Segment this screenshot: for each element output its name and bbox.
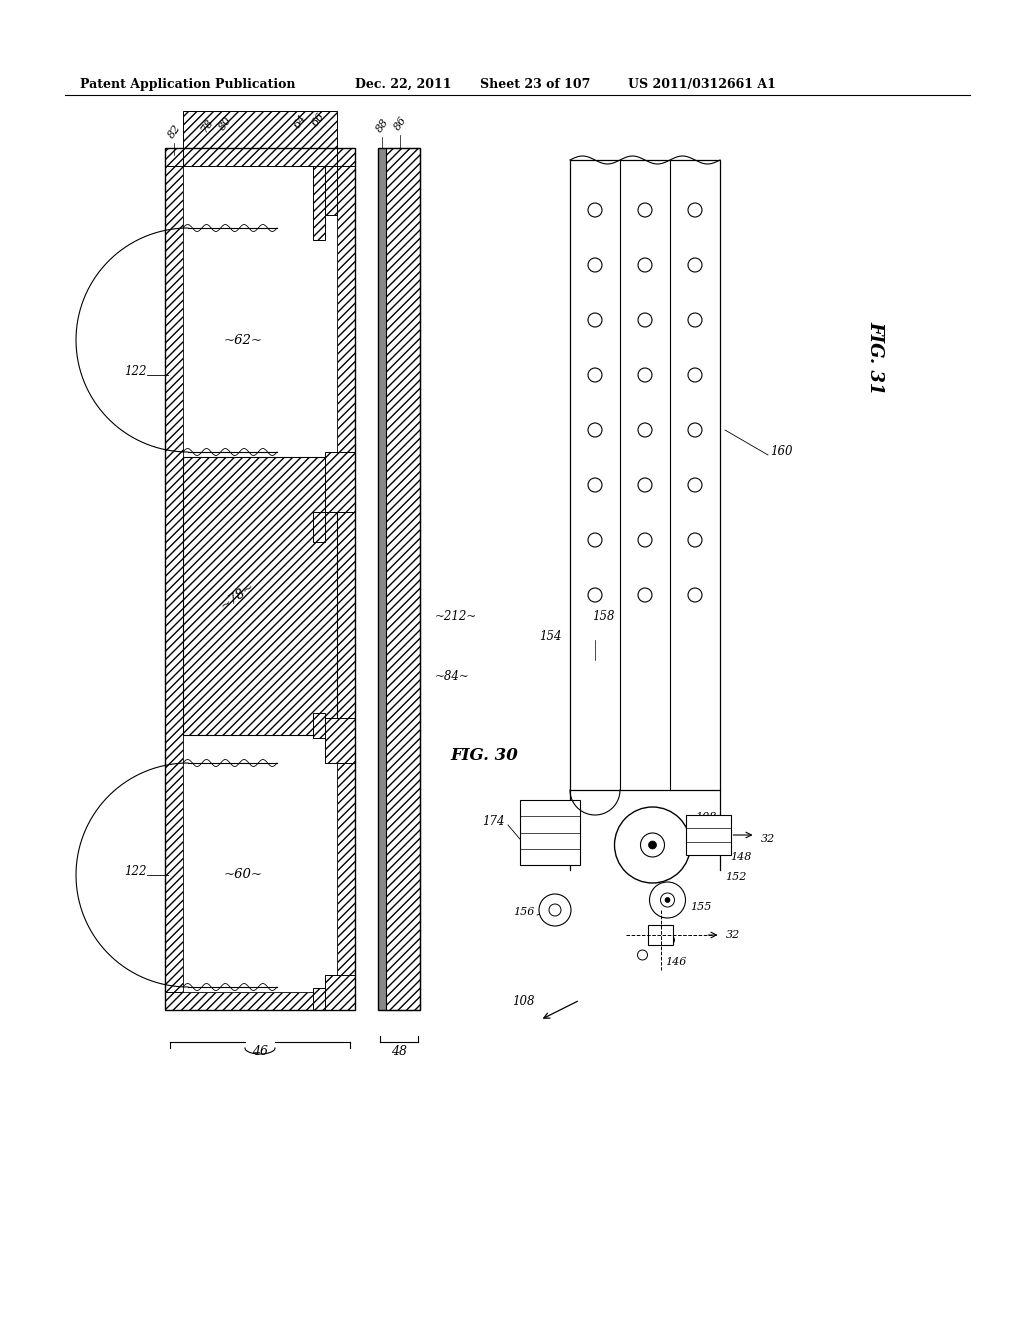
Text: 66: 66 <box>310 111 327 128</box>
Text: 158: 158 <box>593 610 615 623</box>
Text: 108: 108 <box>695 812 717 822</box>
Circle shape <box>640 833 665 857</box>
Text: 148: 148 <box>730 851 752 862</box>
Circle shape <box>660 894 675 907</box>
Bar <box>685 814 730 855</box>
Text: 155: 155 <box>690 902 712 912</box>
Circle shape <box>648 841 656 849</box>
Bar <box>378 148 386 1010</box>
Text: 156: 156 <box>514 907 535 917</box>
Bar <box>165 148 355 1010</box>
Circle shape <box>638 950 647 960</box>
Text: 46: 46 <box>252 1045 268 1059</box>
Circle shape <box>665 898 670 903</box>
Text: 160: 160 <box>770 445 793 458</box>
Text: Dec. 22, 2011: Dec. 22, 2011 <box>355 78 452 91</box>
Text: 48: 48 <box>391 1045 407 1059</box>
Text: 86: 86 <box>392 115 409 132</box>
Bar <box>165 148 183 1010</box>
Text: 146: 146 <box>666 957 687 968</box>
Text: FIG. 30: FIG. 30 <box>450 747 518 764</box>
Text: Sheet 23 of 107: Sheet 23 of 107 <box>480 78 591 91</box>
Text: US 2011/0312661 A1: US 2011/0312661 A1 <box>628 78 776 91</box>
Bar <box>183 457 337 735</box>
Text: 32: 32 <box>725 931 739 940</box>
Circle shape <box>649 882 685 917</box>
Text: FIG. 31: FIG. 31 <box>866 321 884 393</box>
Bar <box>378 148 420 1010</box>
Bar <box>165 993 355 1010</box>
Bar <box>325 718 355 763</box>
Circle shape <box>549 904 561 916</box>
Bar <box>570 160 720 789</box>
Text: 108: 108 <box>512 995 535 1008</box>
Text: 174: 174 <box>482 814 505 828</box>
Bar <box>325 975 355 1010</box>
Bar <box>647 925 673 945</box>
Bar <box>183 166 337 993</box>
Bar <box>183 111 337 166</box>
Bar <box>520 800 580 865</box>
Circle shape <box>614 807 690 883</box>
Bar <box>325 451 355 512</box>
Bar <box>313 987 325 1010</box>
Bar <box>165 148 355 166</box>
Bar <box>386 148 420 1010</box>
Text: Patent Application Publication: Patent Application Publication <box>80 78 296 91</box>
Bar <box>313 148 325 240</box>
Bar <box>313 512 325 543</box>
Text: 32: 32 <box>761 834 775 843</box>
Text: 80: 80 <box>217 115 233 132</box>
Text: ~60~: ~60~ <box>223 869 262 882</box>
Text: 64: 64 <box>292 112 308 129</box>
Circle shape <box>539 894 571 927</box>
Bar <box>325 148 337 215</box>
Text: ~62~: ~62~ <box>223 334 262 346</box>
Text: 122: 122 <box>125 865 147 878</box>
Text: ~212~: ~212~ <box>435 610 477 623</box>
Text: 88: 88 <box>374 116 390 135</box>
Bar <box>337 148 355 1010</box>
Text: 154: 154 <box>540 630 562 643</box>
Text: 78: 78 <box>199 116 215 135</box>
Bar <box>313 713 325 738</box>
Text: 82: 82 <box>166 123 182 140</box>
Text: 152: 152 <box>725 873 746 882</box>
Text: ~84~: ~84~ <box>435 671 470 682</box>
Text: ~78~: ~78~ <box>218 579 258 612</box>
Text: 122: 122 <box>125 366 147 378</box>
Circle shape <box>667 936 675 944</box>
